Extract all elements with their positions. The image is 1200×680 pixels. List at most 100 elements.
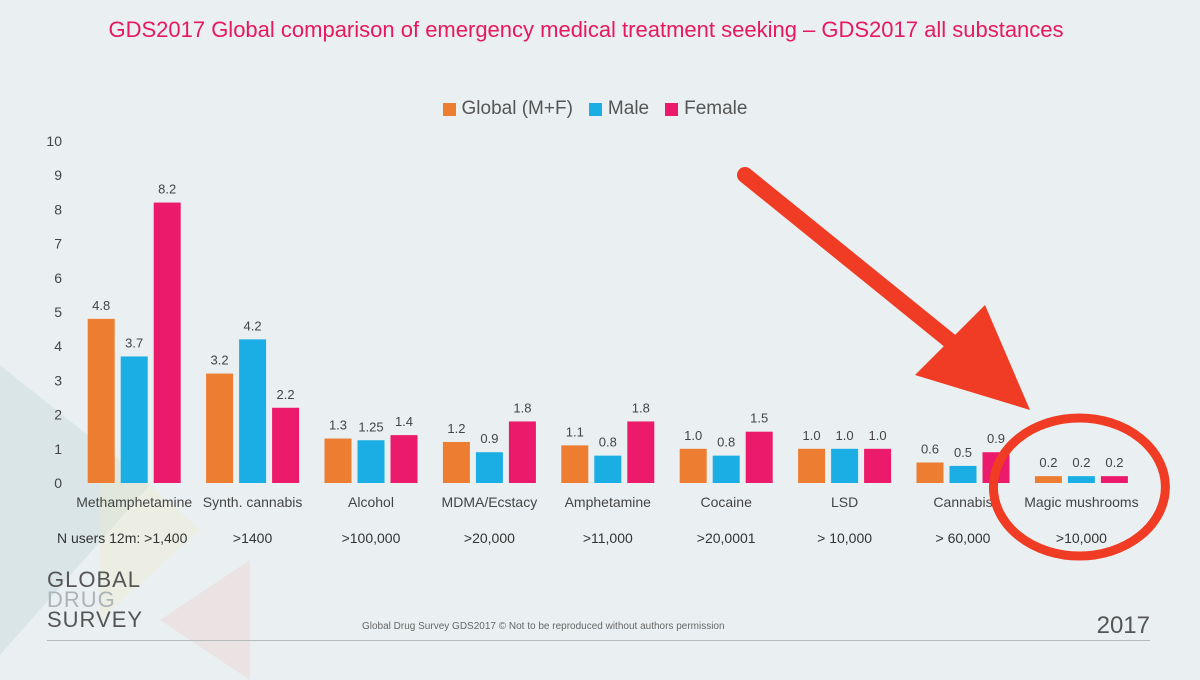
bar: [508, 421, 536, 483]
footer-divider: [47, 640, 1150, 641]
bar: [1100, 476, 1128, 483]
bar: [627, 421, 655, 483]
legend-swatch-male: [588, 102, 602, 116]
y-tick-label: 3: [54, 372, 62, 388]
legend-item-female: Female: [665, 98, 747, 120]
bar: [561, 445, 589, 483]
data-label: 0.8: [717, 435, 735, 450]
data-label: 1.3: [329, 418, 347, 433]
bar: [87, 318, 115, 483]
bar: [916, 462, 944, 483]
y-tick-label: 0: [54, 475, 62, 491]
data-label: 0.2: [1105, 455, 1123, 470]
y-tick-label: 6: [54, 270, 62, 286]
legend-label-global: Global (M+F): [461, 98, 573, 119]
legend-item-male: Male: [588, 98, 650, 120]
data-label: 0.9: [987, 431, 1005, 446]
data-label: 4.8: [92, 298, 110, 313]
chart-title: GDS2017 Global comparison of emergency m…: [108, 17, 1064, 42]
annotation-arrow-head: [915, 305, 1030, 410]
bar: [1034, 476, 1062, 483]
x-tick-label: LSD: [831, 494, 858, 510]
data-label: 0.9: [480, 431, 498, 446]
bar: [594, 455, 622, 483]
logo-line-3: SURVEY: [47, 607, 144, 632]
y-tick-label: 4: [54, 338, 62, 354]
data-label: 1.25: [358, 419, 383, 434]
bar: [679, 448, 707, 483]
n-users-label: >100,000: [342, 530, 401, 546]
n-users-label: > 60,000: [936, 530, 991, 546]
bar: [324, 438, 352, 483]
legend-swatch-global: [442, 102, 456, 116]
bar: [357, 440, 385, 483]
x-tick-label: Synth. cannabis: [203, 494, 303, 510]
y-tick-label: 2: [54, 407, 62, 423]
n-users-label: >20,0001: [697, 530, 756, 546]
bar: [712, 455, 740, 483]
x-tick-label: Alcohol: [348, 494, 394, 510]
bar: [745, 431, 773, 483]
annotation-circle: [988, 413, 1170, 561]
x-tick-label: Cannabis: [933, 494, 992, 510]
data-label: 0.8: [599, 435, 617, 450]
x-tick-label: MDMA/Ecstacy: [442, 494, 538, 510]
data-label: 1.5: [750, 411, 768, 426]
bar: [798, 448, 826, 483]
x-tick-label: Amphetamine: [565, 494, 652, 510]
n-users-label: >20,000: [464, 530, 515, 546]
logo-line-2: DRUG: [47, 587, 116, 612]
n-users-label: >10,000: [1056, 530, 1107, 546]
bar: [949, 465, 977, 483]
bar: [475, 452, 503, 483]
y-tick-label: 9: [54, 167, 62, 183]
legend-label-male: Male: [607, 98, 650, 119]
bar: [390, 435, 418, 483]
bar: [1067, 476, 1095, 483]
data-label: 1.4: [395, 414, 413, 429]
logo: GLOBAL DRUG SURVEY: [47, 567, 144, 632]
legend-swatch-female: [665, 102, 679, 116]
data-label: 0.5: [954, 445, 972, 460]
bar: [272, 407, 300, 483]
n-users-label: >11,000: [583, 530, 633, 546]
data-label: 0.6: [921, 441, 939, 456]
data-label: 3.7: [125, 335, 143, 350]
annotation-arrow-shaft: [737, 167, 963, 353]
chart-legend: Global (M+F) Male Female: [0, 98, 1190, 120]
footer-year: 2017: [1096, 612, 1150, 639]
data-label: 8.2: [158, 182, 176, 197]
data-label: 1.0: [803, 428, 821, 443]
y-tick-label: 7: [54, 236, 62, 252]
data-label: 0.2: [1039, 455, 1057, 470]
footer-note: Global Drug Survey GDS2017 © Not to be r…: [362, 621, 725, 632]
bar: [120, 356, 148, 483]
data-label: 1.0: [869, 428, 887, 443]
bar: [864, 448, 892, 483]
chart-plot: 0 1 2 3 4 5 6 7 8 9 10 4.8 3.7 8.2 Methamphetamine N us…: [46, 133, 1170, 561]
y-tick-label: 8: [54, 201, 62, 217]
data-label: 1.0: [836, 428, 854, 443]
data-label: 1.0: [684, 428, 702, 443]
bar: [153, 202, 181, 483]
legend-label-female: Female: [684, 98, 748, 119]
y-tick-label: 5: [54, 304, 62, 320]
data-label: 3.2: [211, 353, 229, 368]
bar: [206, 373, 234, 483]
x-tick-label: Magic mushrooms: [1024, 494, 1138, 510]
data-label: 1.2: [447, 421, 465, 436]
n-users-label: N users 12m: >1,400: [57, 530, 188, 546]
data-label: 0.2: [1072, 455, 1090, 470]
bar: [831, 448, 859, 483]
n-users-label: > 10,000: [817, 530, 872, 546]
logo-line-1: GLOBAL: [47, 567, 142, 592]
bar: [442, 441, 470, 483]
data-label: 4.2: [244, 318, 262, 333]
y-tick-label: 1: [54, 441, 62, 457]
background-decoration: [100, 440, 200, 620]
data-label: 1.1: [566, 424, 584, 439]
data-label: 1.8: [632, 400, 650, 415]
legend-item-global: Global (M+F): [442, 98, 573, 120]
n-users-label: >1400: [233, 530, 273, 546]
data-label: 1.8: [513, 400, 531, 415]
